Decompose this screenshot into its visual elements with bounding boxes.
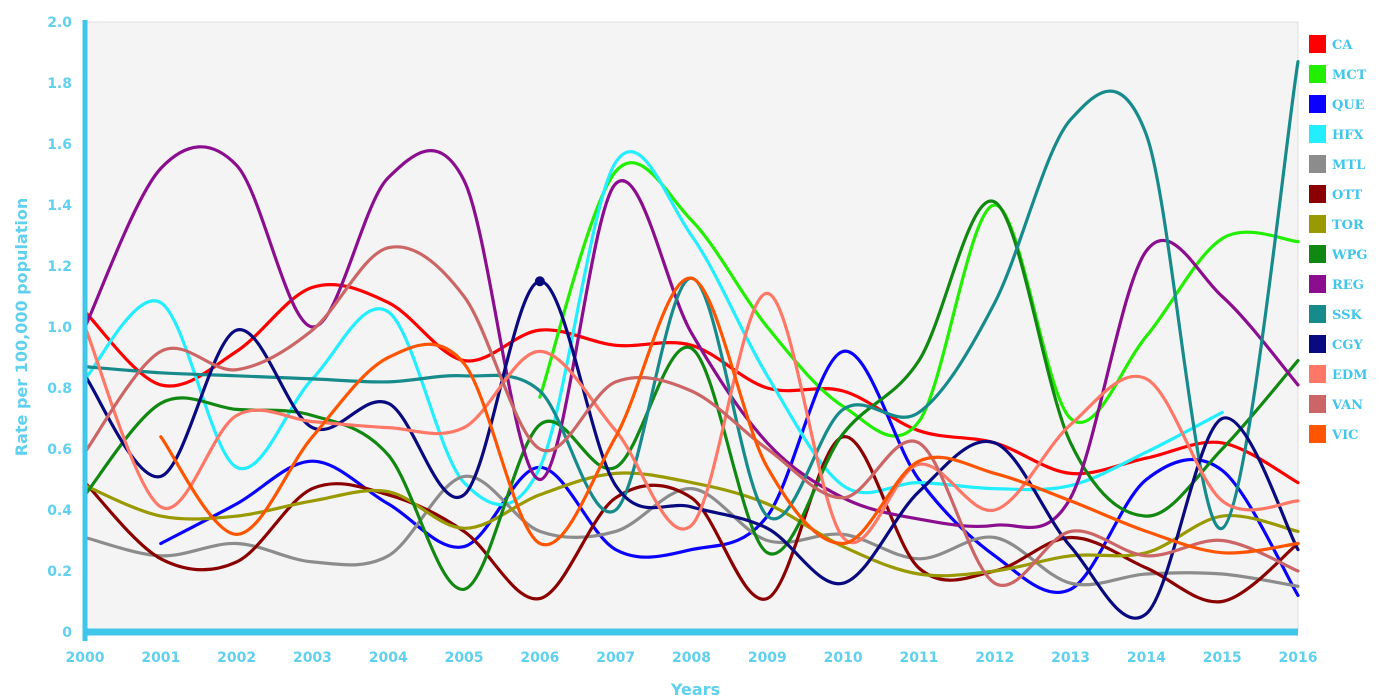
y-tick-label: 0.4 (47, 503, 72, 519)
legend-label: OTT (1332, 188, 1363, 203)
legend-swatch (1309, 125, 1326, 143)
legend-label: CA (1332, 38, 1353, 53)
legend-label: TOR (1332, 218, 1364, 233)
legend-swatch (1309, 335, 1326, 353)
y-tick-label: 2.0 (47, 15, 72, 31)
legend-item-que[interactable]: QUE (1309, 95, 1365, 113)
y-tick-label: 0 (62, 625, 72, 641)
plot-area (84, 21, 1299, 633)
x-axis-ticks: 2000 2001 2002 2003 2004 2005 2006 2007 2008 2009… (66, 650, 1318, 666)
x-tick-label: 2016 (1279, 650, 1318, 666)
legend-label: MCT (1332, 68, 1367, 83)
series-line-ssk (83, 60, 1300, 530)
y-tick-label: 1.4 (47, 198, 72, 214)
legend-swatch (1309, 245, 1326, 263)
x-tick-label: 2007 (596, 650, 635, 666)
legend-item-ca[interactable]: CA (1309, 35, 1353, 53)
series-line-tor (83, 471, 1300, 578)
x-tick-label: 2004 (369, 650, 408, 666)
y-axis-title: Rate per 100,000 population (12, 198, 31, 456)
y-tick-label: 1.8 (47, 76, 72, 92)
series-line-vic (159, 276, 1300, 555)
legend-swatch (1309, 365, 1326, 383)
legend-item-mct[interactable]: MCT (1309, 65, 1367, 83)
y-tick-label: 0.8 (47, 381, 72, 397)
x-tick-label: 2012 (975, 650, 1014, 666)
y-tick-label: 1.6 (47, 137, 72, 153)
y-axis-ticks: 0 0.2 0.4 0.6 0.8 1.0 1.2 1.4 1.6 1.8 2.0 (47, 15, 72, 641)
series-line-edm (83, 291, 1300, 545)
legend-item-edm[interactable]: EDM (1309, 365, 1368, 383)
series-line-wpg (83, 199, 1300, 591)
legend-label: CGY (1332, 338, 1363, 353)
x-tick-label: 2005 (445, 650, 484, 666)
legend: CA MCT QUE HFX MTL OTT TOR WPG REG SSK CGY EDM VAN VI… (1309, 35, 1368, 443)
x-tick-label: 2013 (1051, 650, 1090, 666)
legend-swatch (1309, 35, 1326, 53)
x-tick-label: 2015 (1203, 650, 1242, 666)
legend-item-wpg[interactable]: WPG (1309, 245, 1367, 263)
legend-swatch (1309, 425, 1326, 443)
x-tick-label: 2002 (217, 650, 256, 666)
y-tick-label: 1.2 (47, 259, 72, 275)
x-tick-label: 2006 (520, 650, 559, 666)
legend-item-ssk[interactable]: SSK (1309, 305, 1362, 323)
x-tick-label: 2014 (1127, 650, 1166, 666)
marker-layer (534, 276, 545, 287)
legend-label: VAN (1331, 398, 1363, 413)
legend-label: HFX (1332, 128, 1365, 143)
legend-label: EDM (1332, 368, 1368, 383)
legend-label: REG (1332, 278, 1364, 293)
legend-item-tor[interactable]: TOR (1309, 215, 1364, 233)
x-tick-label: 2000 (66, 650, 105, 666)
legend-item-van[interactable]: VAN (1309, 395, 1363, 413)
legend-label: QUE (1332, 98, 1365, 113)
y-tick-label: 0.2 (47, 564, 72, 580)
legend-item-hfx[interactable]: HFX (1309, 125, 1365, 143)
series-layer (83, 60, 1300, 620)
series-line-cgy (83, 279, 1300, 620)
data-point-cgy-2006 (534, 276, 545, 287)
legend-label: WPG (1331, 248, 1367, 263)
legend-swatch (1309, 155, 1326, 173)
series-line-reg (83, 145, 1300, 530)
x-axis-title: Years (670, 680, 720, 699)
legend-label: MTL (1332, 158, 1365, 173)
legend-item-reg[interactable]: REG (1309, 275, 1364, 293)
legend-item-cgy[interactable]: CGY (1309, 335, 1363, 353)
y-tick-label: 1.0 (47, 320, 72, 336)
series-line-hfx (83, 150, 1224, 507)
series-line-ott (83, 435, 1300, 604)
x-tick-label: 2001 (141, 650, 180, 666)
y-tick-label: 0.6 (47, 442, 72, 458)
legend-swatch (1309, 395, 1326, 413)
x-tick-label: 2011 (899, 650, 938, 666)
legend-swatch (1309, 275, 1326, 293)
legend-swatch (1309, 95, 1326, 113)
legend-item-mtl[interactable]: MTL (1309, 155, 1365, 173)
legend-item-vic[interactable]: VIC (1309, 425, 1359, 443)
series-line-van (83, 245, 1300, 587)
legend-label: SSK (1332, 308, 1362, 323)
x-tick-label: 2003 (293, 650, 332, 666)
legend-item-ott[interactable]: OTT (1309, 185, 1363, 203)
series-line-mtl (83, 474, 1300, 588)
legend-label: VIC (1331, 428, 1359, 443)
legend-swatch (1309, 305, 1326, 323)
legend-swatch (1309, 215, 1326, 233)
x-tick-label: 2009 (748, 650, 787, 666)
legend-swatch (1309, 65, 1326, 83)
series-line-ca (83, 283, 1300, 485)
x-tick-label: 2010 (824, 650, 863, 666)
x-tick-label: 2008 (672, 650, 711, 666)
legend-swatch (1309, 185, 1326, 203)
